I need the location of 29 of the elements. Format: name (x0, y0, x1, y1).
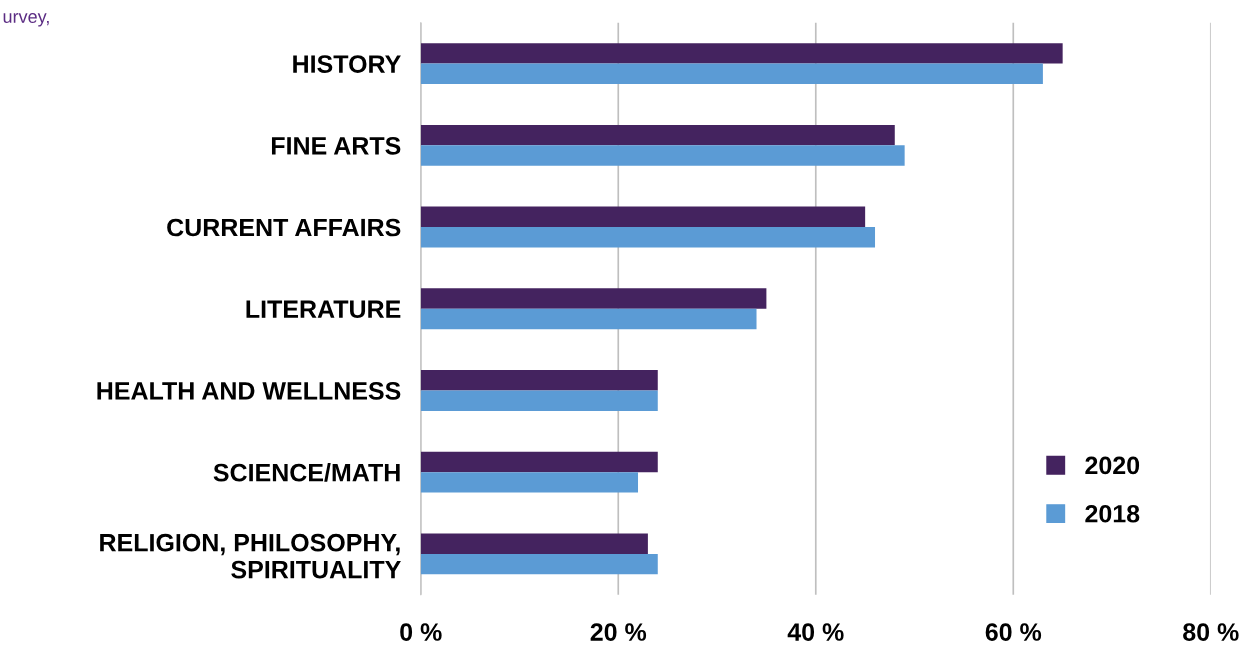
y-tick-label: HEALTH AND WELLNESS (97, 382, 401, 400)
bar (420, 451, 658, 473)
bar (420, 390, 658, 411)
y-tick-label: SCIENCE/MATH (213, 463, 400, 482)
x-tick-label: 40 % (787, 623, 844, 641)
x-tick-label: 60 % (985, 623, 1042, 641)
bar (420, 288, 767, 309)
y-tick-label: HISTORY (293, 55, 401, 73)
y-tick-label: RELIGION, PHILOSOPHY, SPIRITUALITY (100, 533, 401, 579)
bar (420, 370, 658, 391)
x-tick-label: 20 % (590, 623, 647, 641)
text: urvey, (3, 13, 49, 27)
bar (420, 472, 639, 493)
bar (420, 308, 757, 330)
bar (420, 227, 876, 248)
y-tick-label: LITERATURE (246, 300, 401, 319)
y-tick-label: CURRENT AFFAIRS (167, 218, 401, 237)
bar (420, 553, 658, 575)
bar (420, 43, 1063, 64)
bar (420, 145, 905, 166)
y-tick-label: FINE ARTS (271, 136, 401, 155)
x-tick-label: 80 % (1183, 623, 1239, 641)
legend-label: 2018 (1085, 504, 1140, 523)
bar (420, 124, 895, 146)
legend-label: 2020 (1085, 456, 1140, 475)
bar (420, 206, 866, 228)
bar (420, 63, 1043, 85)
x-tick-label: 0 % (400, 623, 442, 641)
bar (420, 533, 648, 554)
